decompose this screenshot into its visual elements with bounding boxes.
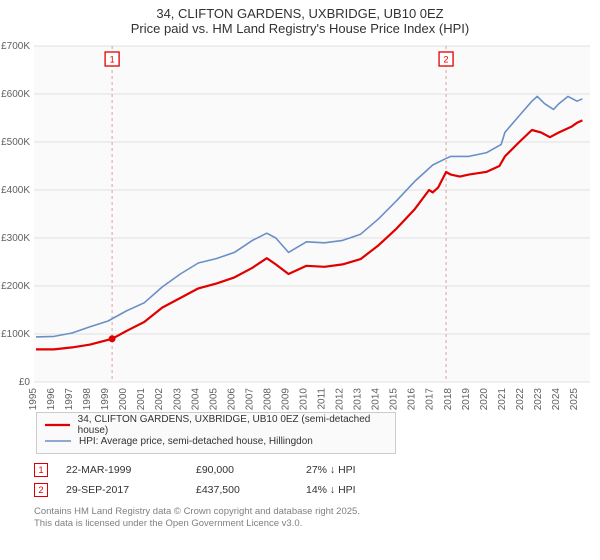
sale-date: 22-MAR-1999 [66, 464, 196, 476]
svg-text:2012: 2012 [335, 388, 346, 411]
svg-text:2018: 2018 [443, 388, 454, 411]
svg-text:2016: 2016 [407, 388, 418, 411]
svg-text:2019: 2019 [461, 388, 472, 411]
svg-text:1998: 1998 [82, 388, 93, 411]
svg-text:2006: 2006 [226, 388, 237, 411]
svg-text:£0: £0 [19, 377, 31, 388]
svg-text:1995: 1995 [28, 388, 39, 411]
sale-delta: 27% ↓ HPI [306, 464, 406, 476]
sale-price: £90,000 [196, 464, 306, 476]
svg-text:1996: 1996 [46, 388, 57, 411]
svg-text:2017: 2017 [425, 388, 436, 411]
footer: Contains HM Land Registry data © Crown c… [34, 506, 360, 531]
legend-label: HPI: Average price, semi-detached house,… [79, 436, 313, 447]
svg-text:2003: 2003 [172, 388, 183, 411]
svg-text:2007: 2007 [244, 388, 255, 411]
title-subtitle: Price paid vs. HM Land Registry's House … [0, 21, 600, 36]
legend: 34, CLIFTON GARDENS, UXBRIDGE, UB10 0EZ … [36, 412, 396, 454]
sale-marker-icon: 2 [34, 483, 48, 497]
legend-swatch-icon [45, 420, 70, 430]
sale-delta: 14% ↓ HPI [306, 484, 406, 496]
svg-text:1999: 1999 [100, 388, 111, 411]
svg-text:2001: 2001 [136, 388, 147, 411]
chart-svg: £0£100K£200K£300K£400K£500K£600K£700K199… [34, 46, 590, 406]
chart-container: 34, CLIFTON GARDENS, UXBRIDGE, UB10 0EZ … [0, 0, 600, 560]
title-block: 34, CLIFTON GARDENS, UXBRIDGE, UB10 0EZ … [0, 0, 600, 36]
svg-text:2014: 2014 [371, 388, 382, 411]
svg-text:£700K: £700K [1, 41, 30, 52]
legend-item-red: 34, CLIFTON GARDENS, UXBRIDGE, UB10 0EZ … [45, 417, 387, 433]
svg-text:1997: 1997 [64, 388, 75, 411]
svg-text:2023: 2023 [533, 388, 544, 411]
svg-text:£600K: £600K [1, 89, 30, 100]
sales-row: 2 29-SEP-2017 £437,500 14% ↓ HPI [34, 480, 406, 500]
sales-row: 1 22-MAR-1999 £90,000 27% ↓ HPI [34, 460, 406, 480]
svg-text:2005: 2005 [208, 388, 219, 411]
svg-text:£100K: £100K [1, 329, 30, 340]
svg-text:£300K: £300K [1, 233, 30, 244]
title-address: 34, CLIFTON GARDENS, UXBRIDGE, UB10 0EZ [0, 6, 600, 21]
legend-label: 34, CLIFTON GARDENS, UXBRIDGE, UB10 0EZ … [78, 414, 387, 436]
svg-text:2: 2 [444, 55, 449, 65]
svg-text:2020: 2020 [479, 388, 490, 411]
sale-date: 29-SEP-2017 [66, 484, 196, 496]
sale-price: £437,500 [196, 484, 306, 496]
svg-text:2008: 2008 [262, 388, 273, 411]
footer-line: Contains HM Land Registry data © Crown c… [34, 506, 360, 518]
chart-area: £0£100K£200K£300K£400K£500K£600K£700K199… [34, 46, 590, 406]
svg-text:2015: 2015 [389, 388, 400, 411]
svg-text:2010: 2010 [298, 388, 309, 411]
legend-swatch-icon [45, 436, 71, 446]
footer-line: This data is licensed under the Open Gov… [34, 518, 360, 530]
svg-text:£400K: £400K [1, 185, 30, 196]
svg-text:2002: 2002 [154, 388, 165, 411]
sales-table: 1 22-MAR-1999 £90,000 27% ↓ HPI 2 29-SEP… [34, 460, 406, 500]
svg-text:2022: 2022 [515, 388, 526, 411]
svg-text:2004: 2004 [190, 388, 201, 411]
svg-text:2025: 2025 [569, 388, 580, 411]
svg-text:2000: 2000 [118, 388, 129, 411]
svg-text:2024: 2024 [551, 388, 562, 411]
svg-text:2009: 2009 [280, 388, 291, 411]
svg-text:1: 1 [110, 55, 115, 65]
svg-text:£500K: £500K [1, 137, 30, 148]
svg-text:2011: 2011 [317, 388, 328, 410]
svg-text:2021: 2021 [497, 388, 508, 411]
svg-text:2013: 2013 [353, 388, 364, 411]
sale-marker-icon: 1 [34, 463, 48, 477]
svg-text:£200K: £200K [1, 281, 30, 292]
